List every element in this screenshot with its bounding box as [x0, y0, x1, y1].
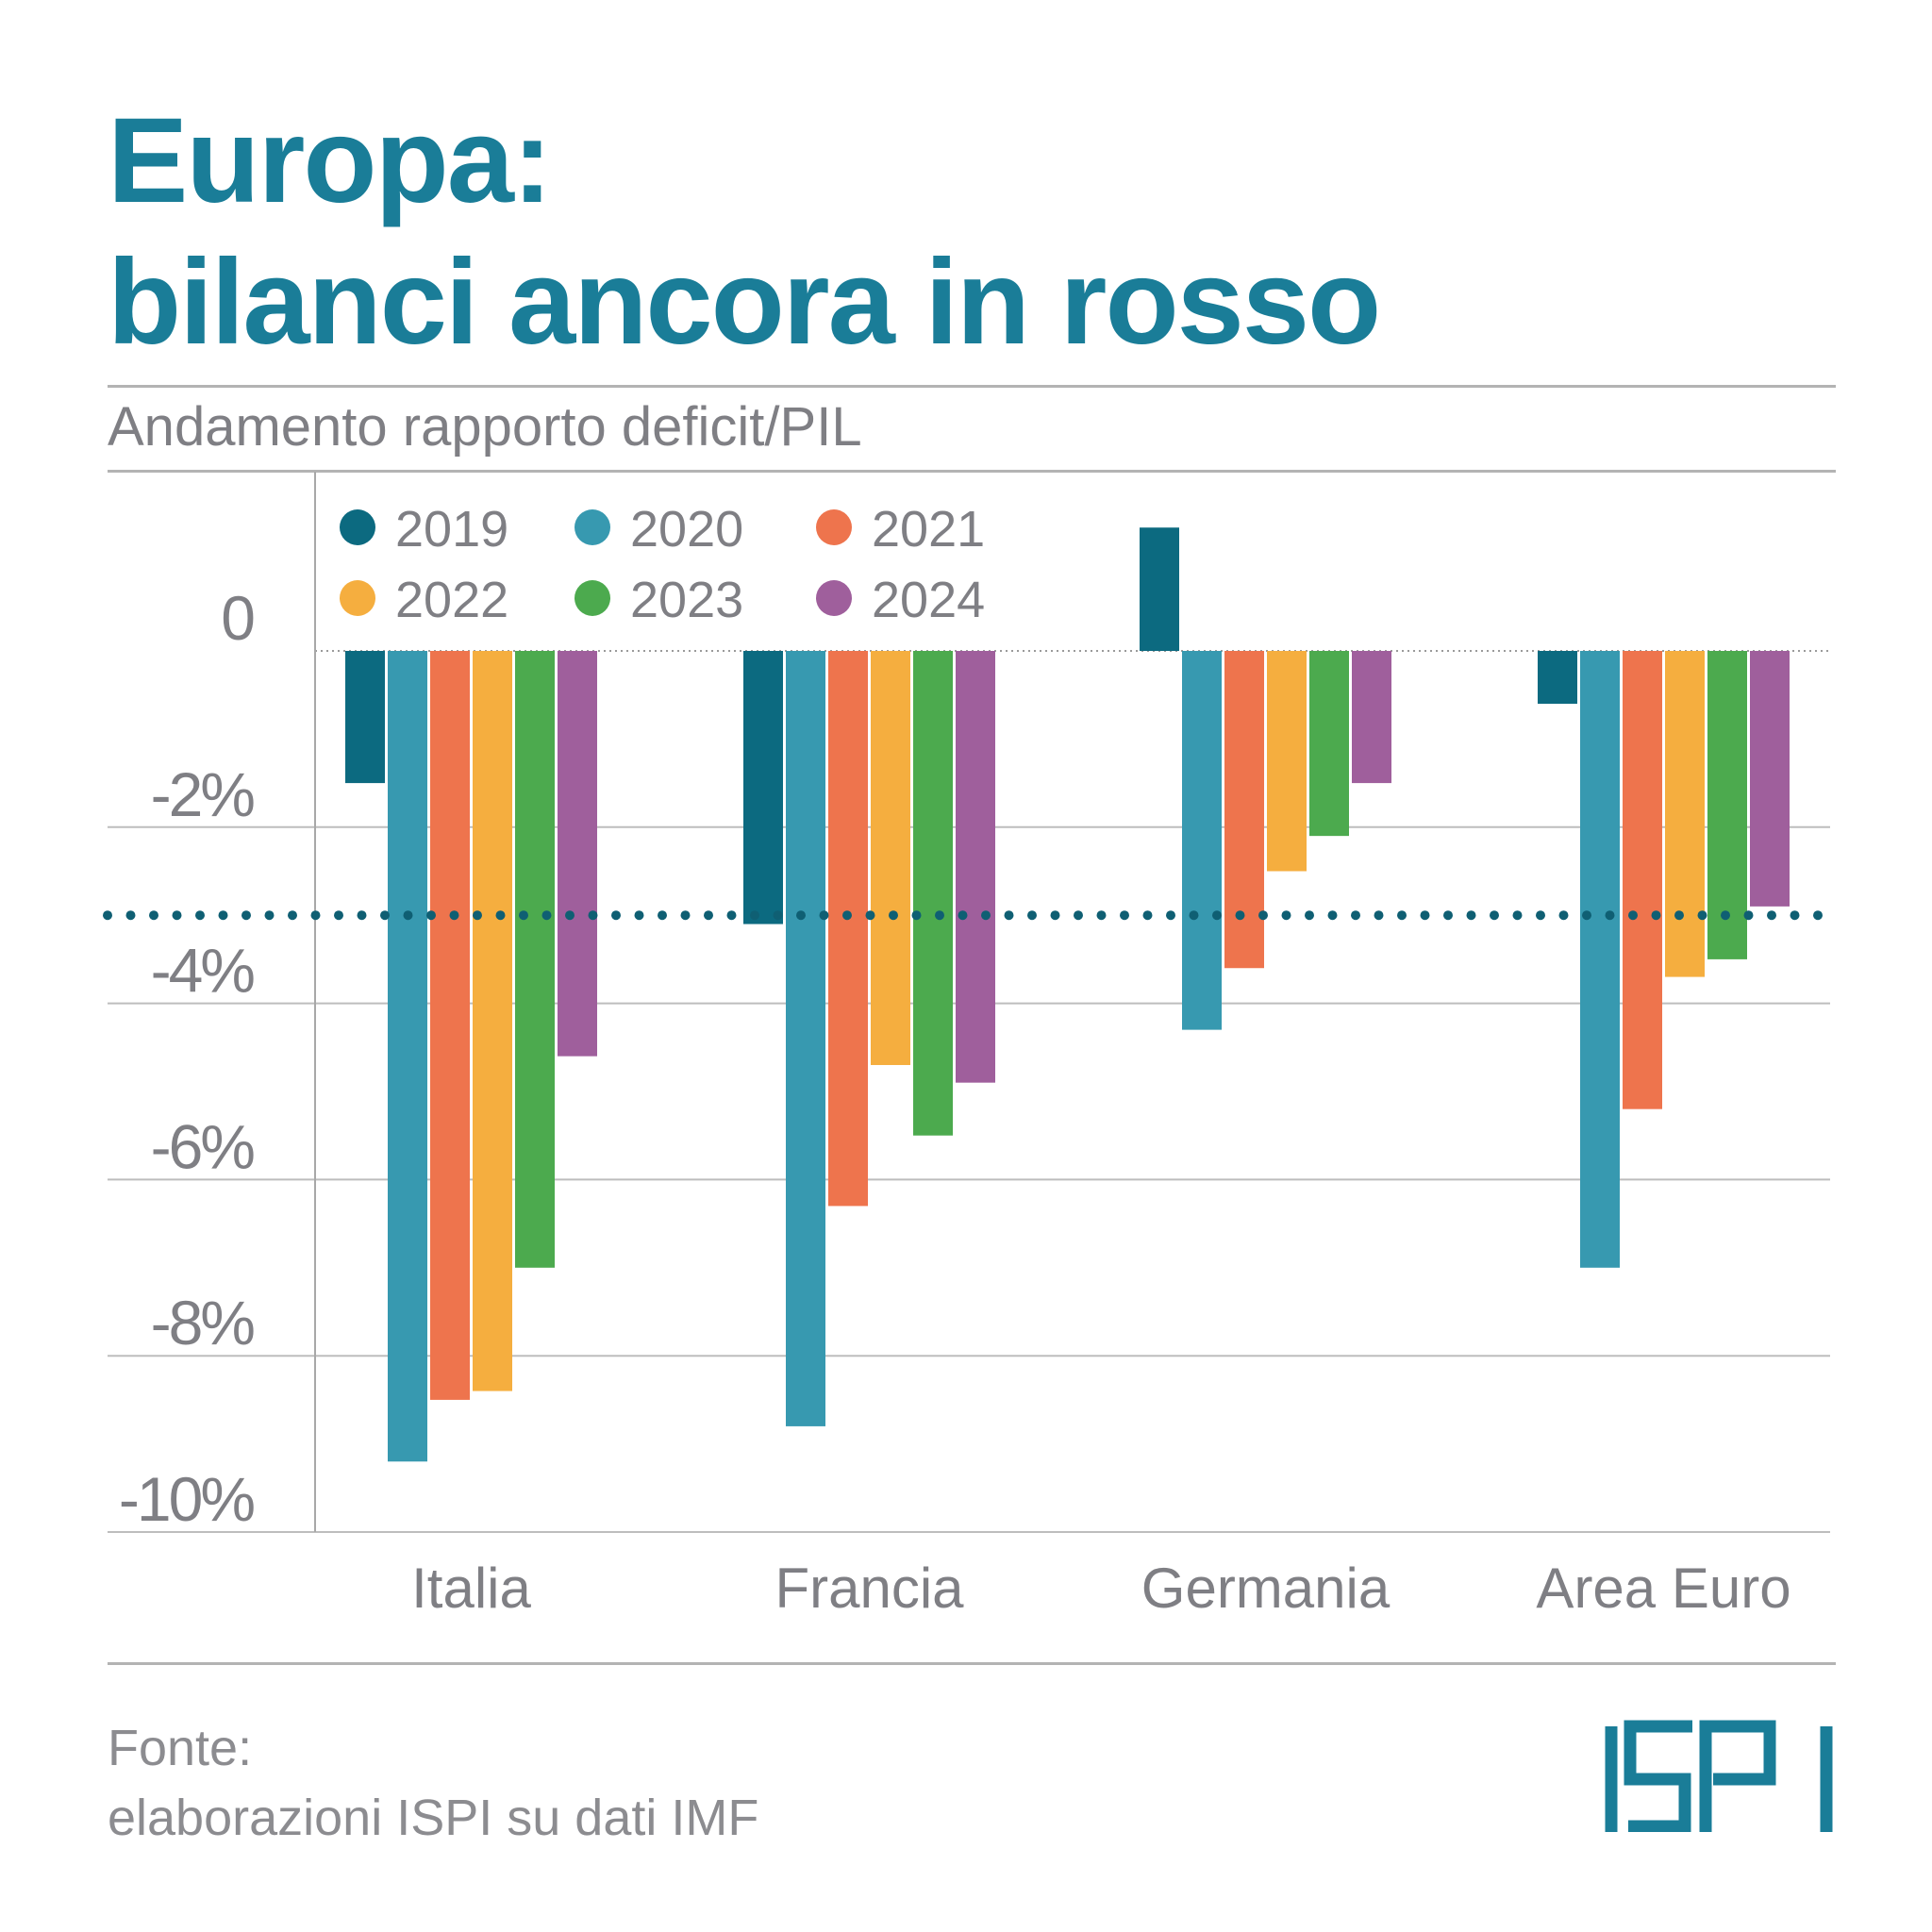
divider-bottom	[108, 1662, 1836, 1665]
bar-area-euro-2022	[1665, 651, 1705, 977]
bar-francia-2020	[786, 651, 825, 1426]
legend-marker-2022	[340, 580, 375, 616]
chart-title: Europa: bilanci ancora in rosso	[108, 91, 1381, 374]
legend-marker-2021	[816, 509, 852, 545]
title-line-2: bilanci ancora in rosso	[108, 235, 1381, 370]
ispi-logo-mark	[1605, 1720, 1833, 1833]
divider-subtitle	[108, 470, 1836, 473]
chart-subtitle: Andamento rapporto deficit/PIL	[108, 396, 862, 458]
legend-label-2019: 2019	[395, 501, 508, 558]
bar-italia-2023	[515, 651, 555, 1268]
legend-label-2023: 2023	[630, 572, 743, 628]
y-tick-label: -8%	[151, 1288, 255, 1357]
bar-italia-2019	[345, 651, 385, 784]
bar-francia-2019	[743, 651, 783, 924]
x-category-label: Germania	[1141, 1557, 1391, 1620]
bar-italia-2024	[558, 651, 597, 1057]
bar-francia-2022	[871, 651, 910, 1065]
legend-label-2022: 2022	[395, 572, 508, 628]
bar-germania-2023	[1309, 651, 1349, 837]
bar-italia-2022	[473, 651, 512, 1391]
y-tick-label: 0	[221, 583, 254, 653]
divider-top	[108, 385, 1836, 388]
legend-marker-2020	[575, 509, 610, 545]
bar-italia-2021	[430, 651, 470, 1400]
source-label: Fonte:	[108, 1720, 253, 1776]
bar-germania-2024	[1352, 651, 1391, 784]
legend-marker-2024	[816, 580, 852, 616]
bar-germania-2022	[1267, 651, 1307, 872]
bar-area-euro-2023	[1707, 651, 1747, 959]
bar-italia-2020	[388, 651, 427, 1462]
y-tick-label: -4%	[151, 936, 255, 1006]
legend-label-2024: 2024	[872, 572, 985, 628]
bar-area-euro-2024	[1750, 651, 1790, 907]
y-tick-label: -10%	[119, 1464, 254, 1534]
legend-label-2021: 2021	[872, 501, 985, 558]
bar-francia-2023	[913, 651, 953, 1136]
ispi-logo	[1604, 1719, 1836, 1837]
y-tick-label: -6%	[151, 1111, 255, 1181]
legend-marker-2019	[340, 509, 375, 545]
bar-chart: 0 -2% -4% -6% -8% -10% Italia Francia Germania Ar…	[103, 472, 1837, 1620]
x-category-label: Area Euro	[1536, 1557, 1790, 1620]
bar-germania-2021	[1224, 651, 1264, 969]
legend-label-2020: 2020	[630, 501, 743, 558]
x-category-label: Italia	[411, 1557, 531, 1620]
y-tick-label: -2%	[151, 759, 255, 829]
bar-germania-2020	[1182, 651, 1222, 1030]
bar-area-euro-2020	[1580, 651, 1620, 1268]
bar-francia-2024	[956, 651, 995, 1083]
legend-marker-2023	[575, 580, 610, 616]
bar-francia-2021	[828, 651, 868, 1207]
bar-area-euro-2021	[1623, 651, 1662, 1109]
title-line-1: Europa:	[108, 93, 553, 228]
bar-area-euro-2019	[1538, 651, 1577, 705]
bar-germania-2019	[1140, 527, 1179, 651]
x-category-label: Francia	[774, 1557, 964, 1620]
source-note: Fonte: elaborazioni ISPI su dati IMF	[108, 1713, 758, 1853]
source-text: elaborazioni ISPI su dati IMF	[108, 1790, 759, 1846]
